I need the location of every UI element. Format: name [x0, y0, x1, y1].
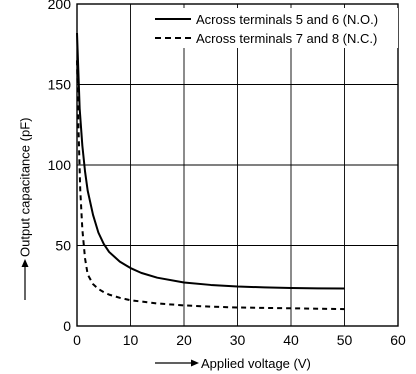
y-tick-label: 150 [48, 77, 72, 93]
legend-background [150, 8, 398, 48]
series-line-n-o [76, 32, 345, 290]
axis-labels: Applied voltage (V) Output capacitance (… [18, 118, 311, 371]
x-tick-label: 10 [123, 332, 139, 348]
tick-labels: 0 10 20 30 40 50 60 0 50 100 150 200 [48, 0, 406, 348]
y-tick-label: 50 [55, 238, 71, 254]
x-tick-label: 20 [176, 332, 192, 348]
x-axis-label-group: Applied voltage (V) [155, 356, 311, 371]
y-axis-arrow-head [21, 259, 29, 267]
series-line-n-c [76, 60, 345, 311]
x-axis-arrow-head [191, 359, 199, 367]
legend: Across terminals 5 and 6 (N.O.) Across t… [150, 8, 398, 48]
y-tick-label: 0 [63, 318, 71, 334]
legend-label-n-c: Across terminals 7 and 8 (N.C.) [196, 31, 377, 46]
y-tick-label: 200 [48, 0, 72, 12]
x-tick-label: 60 [390, 332, 406, 348]
legend-label-n-o: Across terminals 5 and 6 (N.O.) [196, 12, 378, 27]
axes [76, 3, 399, 327]
grid [77, 4, 398, 326]
x-tick-label: 40 [283, 332, 299, 348]
y-axis-label: Output capacitance (pF) [18, 118, 33, 257]
plot-frame [76, 3, 399, 327]
x-axis-label: Applied voltage (V) [201, 356, 311, 371]
y-axis-label-group: Output capacitance (pF) [18, 118, 33, 300]
y-tick-label: 100 [48, 157, 72, 173]
x-tick-label: 50 [337, 332, 353, 348]
x-tick-label: 0 [73, 332, 81, 348]
x-tick-label: 30 [230, 332, 246, 348]
series-layer [76, 32, 345, 311]
